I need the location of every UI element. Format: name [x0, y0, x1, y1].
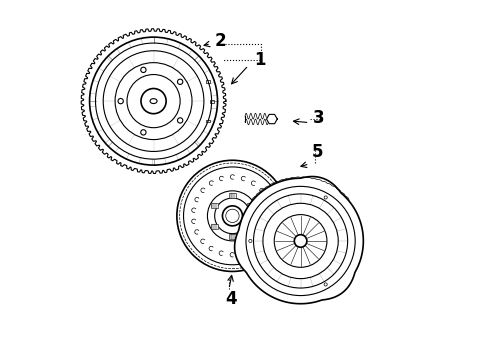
FancyBboxPatch shape: [228, 234, 236, 239]
Polygon shape: [235, 176, 364, 304]
Bar: [210, 100, 214, 103]
FancyBboxPatch shape: [246, 224, 254, 229]
Text: 5: 5: [311, 143, 323, 161]
Circle shape: [222, 206, 243, 226]
FancyBboxPatch shape: [211, 203, 218, 208]
Bar: [206, 120, 210, 122]
Circle shape: [294, 235, 307, 247]
Text: 3: 3: [313, 109, 325, 127]
Text: 2: 2: [215, 32, 226, 50]
Bar: [206, 80, 210, 83]
Polygon shape: [267, 114, 277, 124]
FancyBboxPatch shape: [228, 193, 236, 198]
Text: 4: 4: [225, 290, 237, 308]
Text: 1: 1: [254, 51, 266, 69]
Circle shape: [177, 160, 288, 271]
FancyBboxPatch shape: [211, 224, 218, 229]
FancyBboxPatch shape: [246, 203, 254, 208]
